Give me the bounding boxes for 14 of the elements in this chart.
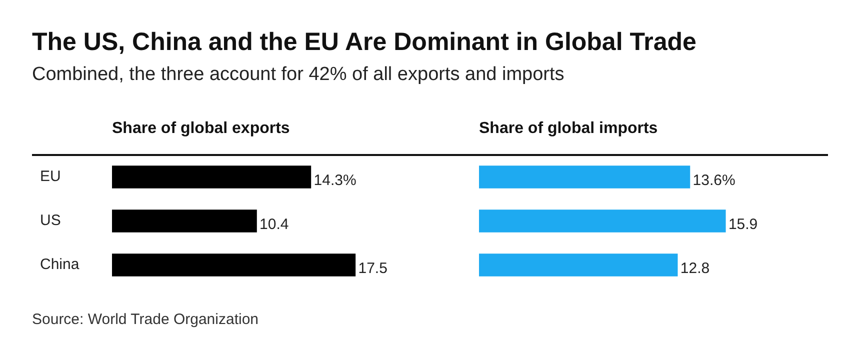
y-tick-label: EU xyxy=(40,168,61,186)
y-tick-label: China xyxy=(40,256,80,274)
data-label: 13.6% xyxy=(692,172,736,190)
data-label: 10.4 xyxy=(260,216,289,234)
chart-title: The US, China and the EU Are Dominant in Global Trade xyxy=(32,28,696,57)
y-tick-label: US xyxy=(40,212,61,230)
data-label: 14.3% xyxy=(314,172,356,190)
source-note: Source: World Trade Organization xyxy=(32,311,259,328)
data-label: 17.5 xyxy=(358,260,388,278)
series-label: Share of global exports xyxy=(112,120,290,138)
data-label: 15.9 xyxy=(728,216,758,234)
data-label: 12.8 xyxy=(680,260,710,278)
chart-subtitle: Combined, the three account for 42% of all exports and imports xyxy=(32,64,564,86)
series-label: Share of global imports xyxy=(479,120,658,138)
